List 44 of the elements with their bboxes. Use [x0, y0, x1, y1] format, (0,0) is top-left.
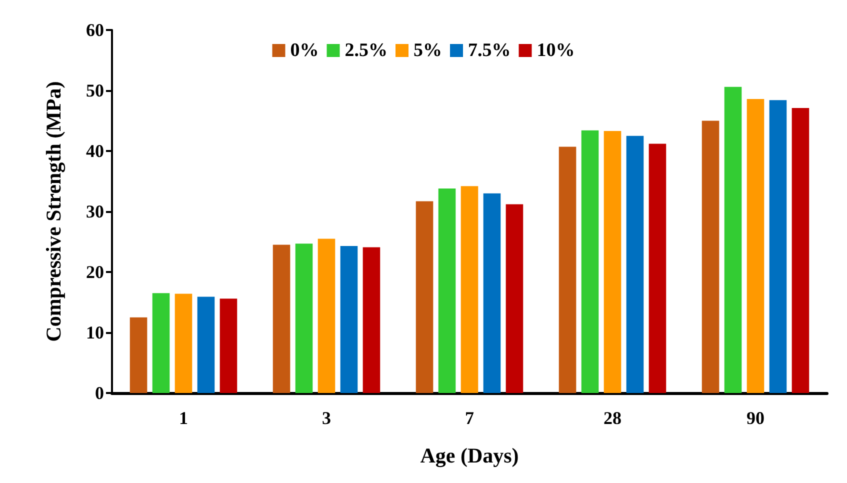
bar: [626, 136, 644, 393]
bar: [604, 131, 622, 393]
bar: [792, 108, 810, 393]
bar: [174, 294, 192, 393]
bar: [724, 86, 742, 393]
legend-label: 10%: [536, 40, 575, 61]
bar: [362, 247, 380, 393]
y-tick-label: 30: [86, 202, 104, 222]
bar: [460, 186, 478, 393]
x-tick-label: 7: [465, 408, 474, 428]
bar: [340, 246, 358, 393]
bar: [318, 238, 336, 393]
bar: [581, 130, 599, 393]
bar: [648, 144, 666, 393]
legend-label: 7.5%: [468, 40, 511, 61]
bar: [220, 298, 238, 393]
y-axis-title: Compressive Strength (MPa): [42, 81, 66, 342]
bar: [438, 188, 456, 393]
y-tick-label: 60: [86, 20, 104, 40]
bar: [152, 293, 170, 393]
bar: [197, 296, 215, 393]
bar: [558, 146, 576, 393]
bar: [272, 244, 290, 393]
bar: [483, 193, 501, 393]
legend-label: 0%: [290, 40, 319, 61]
x-tick-label: 1: [179, 408, 188, 428]
y-tick-label: 20: [86, 262, 104, 282]
bar: [702, 120, 720, 393]
bar: [295, 244, 313, 393]
legend-label: 2.5%: [344, 40, 388, 61]
y-tick-label: 40: [86, 141, 104, 161]
bar: [769, 100, 787, 393]
x-axis-title: Age (Days): [420, 444, 519, 468]
bar: [746, 98, 764, 393]
legend-label: 5%: [414, 40, 442, 61]
x-tick-label: 28: [604, 408, 622, 428]
x-tick-label: 90: [746, 408, 764, 428]
y-tick-label: 50: [86, 80, 104, 100]
y-tick-label: 10: [86, 322, 104, 342]
x-tick-label: 3: [322, 408, 331, 428]
bar: [506, 204, 524, 393]
bar: [130, 317, 148, 393]
bar: [416, 201, 434, 393]
y-tick-label: 0: [95, 383, 104, 403]
